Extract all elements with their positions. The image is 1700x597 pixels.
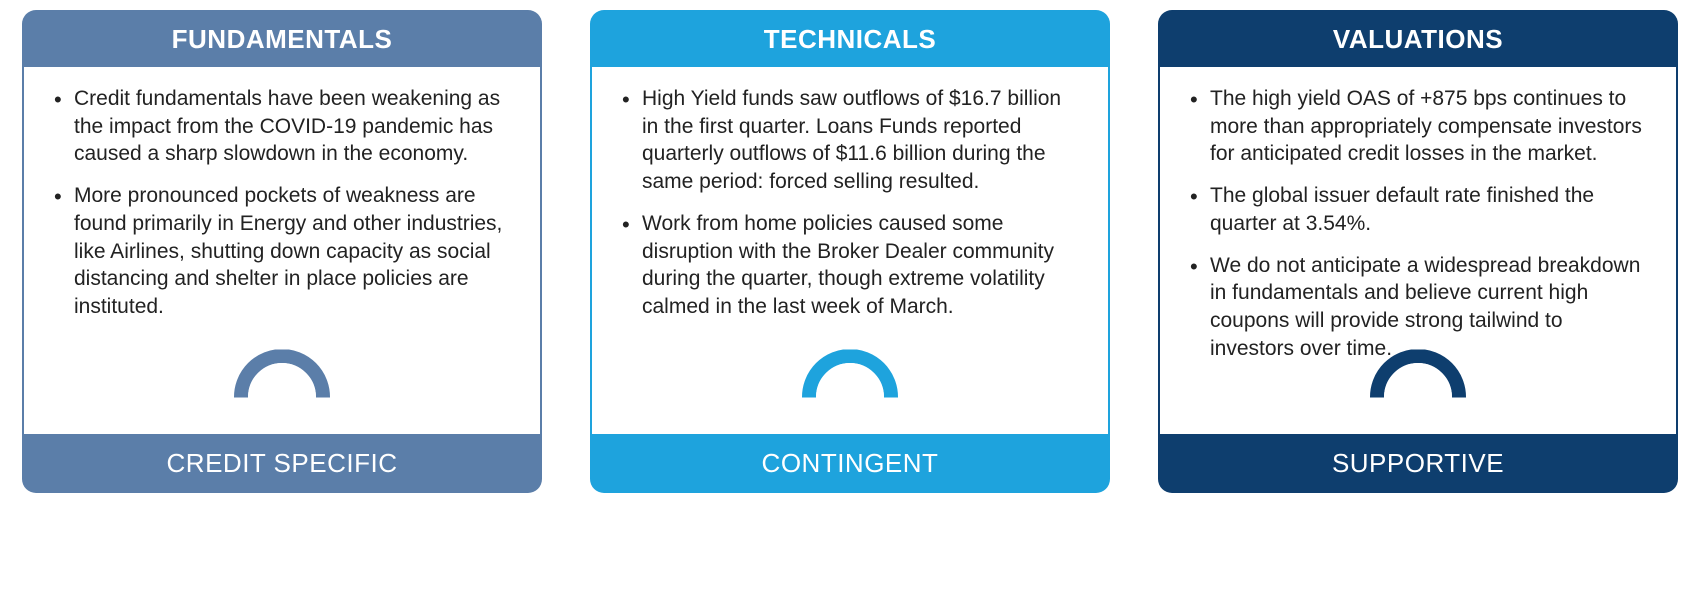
card-header: FUNDAMENTALS [22, 10, 542, 67]
bullet-item: We do not anticipate a widespread breakd… [1188, 252, 1648, 363]
card-body: The high yield OAS of +875 bps continues… [1158, 67, 1678, 434]
cards-row: FUNDAMENTALS Credit fundamentals have be… [20, 10, 1680, 493]
card-body: Credit fundamentals have been weakening … [22, 67, 542, 434]
card-fundamentals: FUNDAMENTALS Credit fundamentals have be… [22, 10, 542, 493]
bullet-list: The high yield OAS of +875 bps continues… [1188, 85, 1648, 362]
bullet-item: Credit fundamentals have been weakening … [52, 85, 512, 168]
card-header: TECHNICALS [590, 10, 1110, 67]
card-valuations: VALUATIONS The high yield OAS of +875 bp… [1158, 10, 1678, 493]
card-footer: CONTINGENT [590, 434, 1110, 493]
bullet-item: Work from home policies caused some disr… [620, 210, 1080, 321]
bullet-item: The high yield OAS of +875 bps continues… [1188, 85, 1648, 168]
card-body: High Yield funds saw outflows of $16.7 b… [590, 67, 1110, 434]
card-header: VALUATIONS [1158, 10, 1678, 67]
card-footer: SUPPORTIVE [1158, 434, 1678, 493]
bullet-list: Credit fundamentals have been weakening … [52, 85, 512, 321]
bullet-item: High Yield funds saw outflows of $16.7 b… [620, 85, 1080, 196]
card-technicals: TECHNICALS High Yield funds saw outflows… [590, 10, 1110, 493]
bullet-list: High Yield funds saw outflows of $16.7 b… [620, 85, 1080, 321]
bullet-item: The global issuer default rate finished … [1188, 182, 1648, 237]
bullet-item: More pronounced pockets of weakness are … [52, 182, 512, 321]
card-footer: CREDIT SPECIFIC [22, 434, 542, 493]
